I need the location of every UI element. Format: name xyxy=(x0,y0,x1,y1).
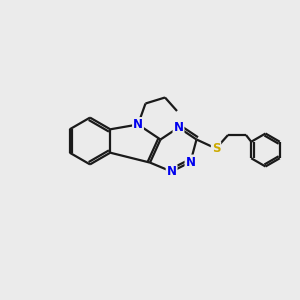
Text: N: N xyxy=(133,118,143,131)
Text: N: N xyxy=(173,121,184,134)
Text: N: N xyxy=(185,155,196,169)
Text: N: N xyxy=(167,165,177,178)
Text: S: S xyxy=(212,142,220,155)
